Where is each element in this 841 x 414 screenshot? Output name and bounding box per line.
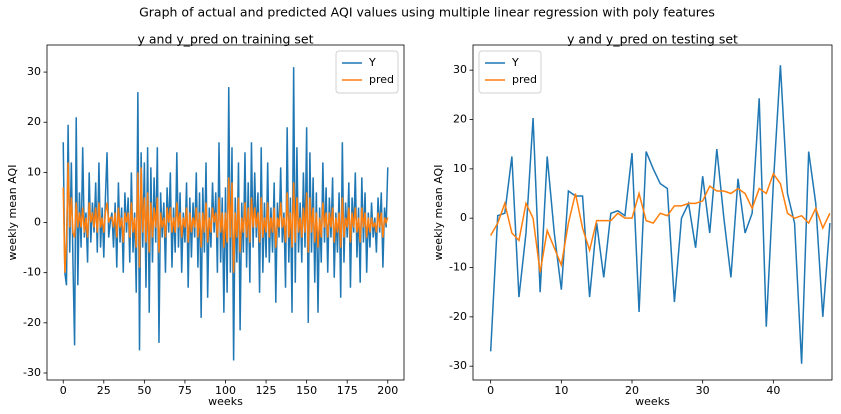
y-tick-label: 0 bbox=[34, 216, 41, 229]
y-tick-label: -20 bbox=[449, 310, 467, 323]
x-tick-label: 100 bbox=[215, 384, 236, 397]
y-tick-label: 30 bbox=[27, 65, 41, 78]
y-tick-label: 20 bbox=[453, 112, 467, 125]
legend-box bbox=[478, 50, 542, 94]
y-axis-label: weekly mean AQI bbox=[6, 165, 19, 261]
x-tick-label: 175 bbox=[337, 384, 358, 397]
x-axis-label: weeks bbox=[635, 395, 670, 408]
y-tick-label: 20 bbox=[27, 115, 41, 128]
x-axis-label: weeks bbox=[208, 395, 243, 408]
axis-title: y and y_pred on testing set bbox=[567, 32, 738, 47]
y-tick-label: -10 bbox=[449, 261, 467, 274]
data-line bbox=[490, 172, 831, 273]
data-line bbox=[62, 162, 389, 273]
y-tick-label: -10 bbox=[23, 266, 41, 279]
y-tick-label: -30 bbox=[449, 359, 467, 372]
y-axis-label: weekly mean AQI bbox=[432, 165, 445, 261]
axis-frame bbox=[472, 44, 833, 381]
x-tick-label: 0 bbox=[487, 384, 494, 397]
axis-title: y and y_pred on training set bbox=[138, 32, 314, 47]
legend-label: Y bbox=[511, 56, 519, 69]
x-tick-label: 10 bbox=[554, 384, 568, 397]
y-tick-label: -30 bbox=[23, 366, 41, 379]
y-tick-label: 10 bbox=[453, 162, 467, 175]
x-tick-label: 50 bbox=[137, 384, 151, 397]
y-tick-label: 30 bbox=[453, 63, 467, 76]
legend-label: Y bbox=[368, 56, 376, 69]
x-tick-label: 200 bbox=[377, 384, 398, 397]
x-tick-label: 30 bbox=[696, 384, 710, 397]
legend-label: pred bbox=[369, 73, 394, 86]
x-tick-label: 40 bbox=[766, 384, 780, 397]
data-line bbox=[489, 65, 831, 364]
y-tick-label: 0 bbox=[460, 211, 467, 224]
x-tick-label: 20 bbox=[625, 384, 639, 397]
legend-label: pred bbox=[512, 73, 537, 86]
data-line bbox=[62, 67, 389, 361]
x-tick-label: 25 bbox=[97, 384, 111, 397]
legend-box bbox=[335, 50, 399, 94]
figure-title: Graph of actual and predicted AQI values… bbox=[139, 5, 715, 20]
y-tick-label: 10 bbox=[27, 165, 41, 178]
x-tick-label: 125 bbox=[256, 384, 277, 397]
y-tick-label: -20 bbox=[23, 316, 41, 329]
x-tick-label: 75 bbox=[178, 384, 192, 397]
x-tick-label: 0 bbox=[60, 384, 67, 397]
x-tick-label: 150 bbox=[296, 384, 317, 397]
